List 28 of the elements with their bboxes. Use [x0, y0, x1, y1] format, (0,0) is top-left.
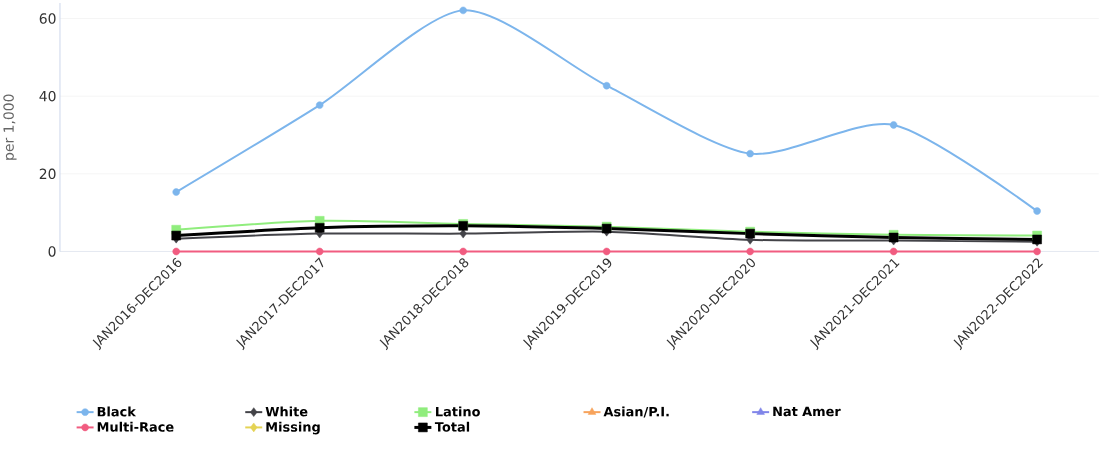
point	[746, 149, 754, 158]
point	[315, 247, 324, 256]
point	[315, 101, 324, 109]
point	[314, 223, 325, 233]
y-tick-label: 60	[39, 13, 56, 24]
y-axis-title: per 1,000	[3, 94, 17, 160]
legend-label: Total	[434, 421, 470, 432]
legend-label: White	[265, 406, 308, 417]
legend-label: Missing	[266, 421, 320, 435]
point	[459, 6, 467, 15]
legend-label: Latino	[436, 406, 480, 417]
point	[459, 247, 467, 256]
point	[602, 81, 611, 90]
point	[602, 247, 611, 256]
legend-label: Black	[97, 406, 137, 417]
point	[172, 188, 180, 196]
y-tick-label: 0	[48, 246, 56, 257]
point	[889, 247, 898, 256]
point	[172, 247, 180, 256]
legend-label: Asian/P.I.	[603, 406, 669, 418]
legend-label: Multi-Race	[97, 421, 174, 432]
point	[1033, 207, 1041, 215]
point	[1033, 247, 1041, 256]
point	[889, 121, 898, 129]
y-tick-label: 20	[39, 168, 56, 180]
legend-label: Nat Amer	[773, 406, 841, 417]
point	[746, 247, 754, 256]
y-tick-label: 40	[39, 90, 56, 102]
